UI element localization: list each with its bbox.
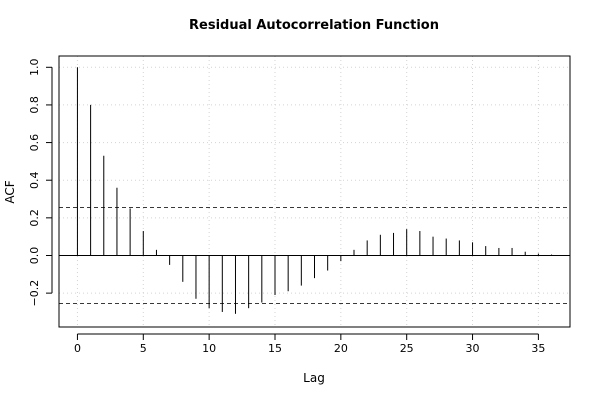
y-axis: −0.2 0.0 0.2 0.4 0.6 0.8 1.0: [28, 59, 53, 307]
y-tick-label: 0.0: [28, 247, 41, 265]
y-tick-label: −0.2: [28, 280, 41, 307]
x-axis: 0 5 10 15 20 25 30 35: [74, 333, 545, 355]
plot-frame: [58, 55, 571, 328]
x-tick-label: 25: [400, 342, 414, 355]
y-tick-label: 0.4: [28, 171, 41, 189]
y-axis-label: ACF: [3, 180, 17, 203]
x-tick-label: 15: [268, 342, 282, 355]
y-tick-label: 0.2: [28, 209, 41, 227]
x-tick-label: 0: [74, 342, 81, 355]
x-tick-label: 35: [531, 342, 545, 355]
grid-lines: [59, 56, 570, 327]
acf-bars: [76, 67, 553, 314]
y-tick-label: 0.8: [28, 96, 41, 114]
x-axis-label: Lag: [303, 371, 325, 385]
x-tick-label: 20: [334, 342, 348, 355]
y-tick-label: 1.0: [28, 59, 41, 77]
x-tick-label: 10: [202, 342, 216, 355]
y-tick-label: 0.6: [28, 134, 41, 152]
x-tick-label: 5: [140, 342, 147, 355]
chart-title: Residual Autocorrelation Function: [189, 18, 439, 33]
x-tick-label: 30: [466, 342, 480, 355]
